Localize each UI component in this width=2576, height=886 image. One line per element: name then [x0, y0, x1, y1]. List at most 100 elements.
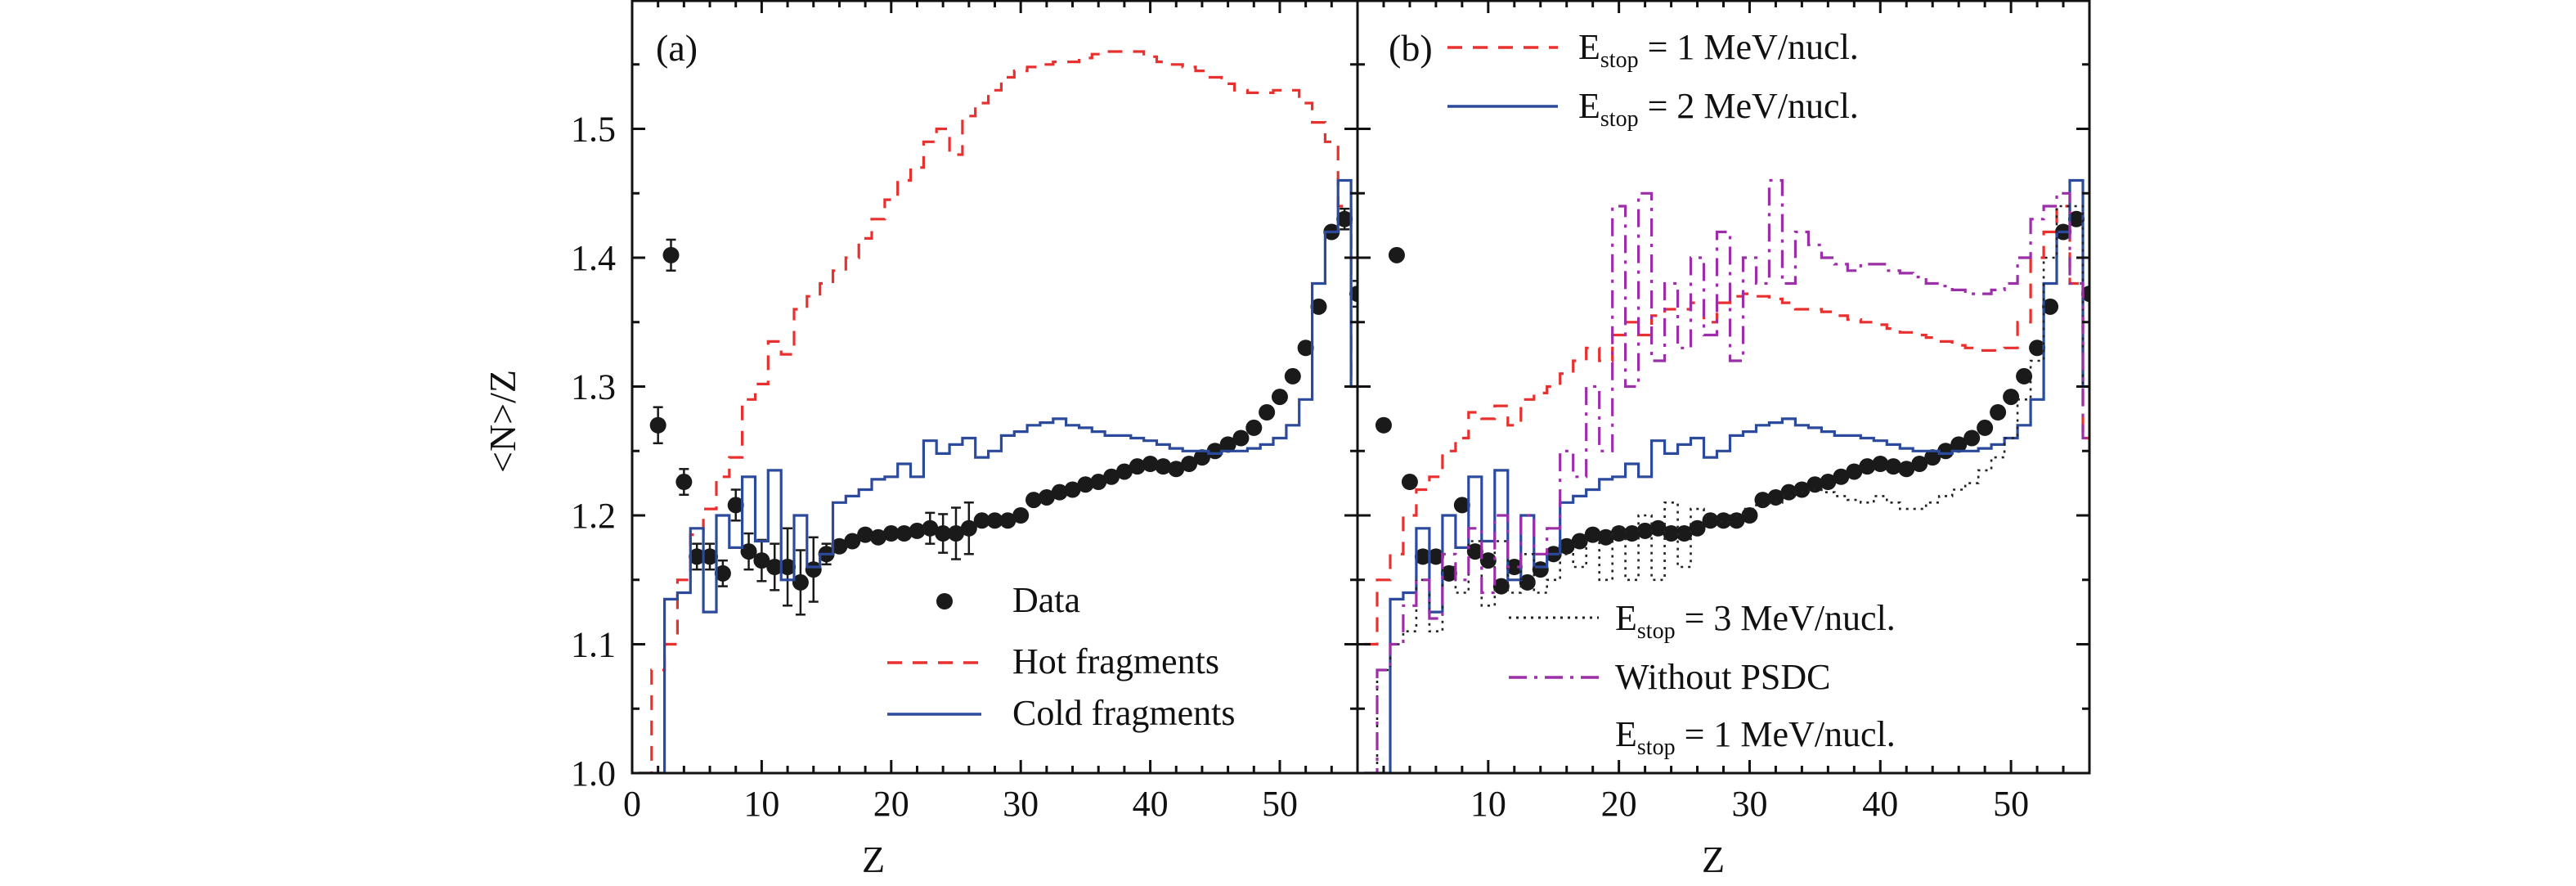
data-point	[1872, 456, 1889, 472]
x-tick-label: 20	[873, 784, 909, 824]
data-point	[1898, 461, 1915, 478]
x-tick-label: 50	[1993, 784, 2029, 824]
data-point	[1168, 461, 1185, 478]
data-point	[1859, 458, 1876, 475]
data-point	[1767, 488, 1784, 506]
data-point	[1963, 430, 1981, 447]
data-point	[1375, 416, 1392, 434]
data-point	[1663, 525, 1680, 542]
panel-label-a: (a)	[656, 27, 698, 69]
x-axis-label-b: Z	[1702, 839, 1725, 880]
y-tick-label: 1.3	[571, 367, 616, 407]
legend-a-cold-label: Cold fragments	[1012, 693, 1236, 733]
data-point	[2068, 210, 2085, 227]
data-point	[792, 573, 809, 591]
data-point	[909, 522, 926, 539]
data-point	[1206, 443, 1223, 460]
data-point	[1142, 456, 1159, 472]
data-point	[2003, 389, 2020, 406]
legend-b-e2-label: Estop = 2 MeV/nucl.	[1578, 86, 1859, 132]
legend-b-e3-label: Estop = 3 MeV/nucl.	[1615, 598, 1896, 644]
data-point	[882, 525, 900, 542]
data-point	[1012, 507, 1030, 524]
y-tick-label: 1.2	[571, 496, 616, 536]
data-point	[1297, 340, 1314, 357]
data-point	[973, 512, 990, 529]
data-point	[1129, 458, 1146, 475]
plot-area-0	[638, 50, 1358, 773]
data-point	[1754, 492, 1771, 509]
x-tick-label: 30	[1003, 784, 1039, 824]
data-point	[947, 525, 964, 542]
data-point	[779, 559, 797, 575]
y-tick-label: 1.4	[571, 238, 616, 278]
data-point	[1414, 548, 1431, 565]
data-point	[1090, 474, 1107, 491]
data-point	[844, 533, 861, 550]
data-point	[2016, 367, 2033, 385]
data-point	[1519, 573, 1536, 591]
data-point	[831, 537, 848, 555]
data-point	[727, 497, 744, 514]
data-point	[1401, 474, 1418, 491]
data-point	[1990, 404, 2007, 421]
data-point	[689, 548, 706, 565]
data-point	[662, 246, 680, 263]
data-point	[1911, 456, 1928, 472]
x-tick-label: 30	[1731, 784, 1767, 824]
data-point	[1259, 404, 1276, 421]
data-point	[1728, 512, 1745, 529]
data-point	[895, 525, 913, 542]
legend-b-psdc-label-line2: Estop = 1 MeV/nucl.	[1615, 714, 1896, 760]
data-point	[1977, 419, 1994, 436]
data-point	[1025, 492, 1043, 509]
legend-b: Estop = 1 MeV/nucl. Estop = 2 MeV/nucl. …	[1447, 27, 1896, 760]
data-point	[1806, 476, 1824, 493]
y-tick-label: 1.5	[571, 110, 616, 150]
legend-a-hot-label: Hot fragments	[1012, 641, 1219, 681]
x-tick-label: 40	[1133, 784, 1169, 824]
data-point	[999, 512, 1016, 529]
data-point	[714, 564, 731, 582]
data-point	[1532, 561, 1549, 578]
data-point	[702, 548, 719, 565]
data-point	[1950, 436, 1968, 453]
data-point	[740, 543, 757, 560]
data-point	[857, 526, 874, 543]
data-point	[1077, 476, 1094, 493]
data-point	[935, 525, 952, 542]
x-tick-label: 10	[743, 784, 779, 824]
data-point	[1181, 456, 1198, 472]
series-line-1	[638, 50, 1358, 773]
data-point	[1336, 210, 1353, 227]
data-point	[1103, 468, 1120, 485]
y-axis-label: <N>/Z	[482, 370, 523, 473]
data-point	[1689, 519, 1706, 537]
x-axis-label-a: Z	[862, 839, 885, 880]
data-point	[1479, 552, 1497, 569]
data-point	[649, 416, 666, 434]
data-point	[1820, 474, 1837, 491]
data-point	[766, 559, 783, 575]
data-point	[1051, 483, 1068, 501]
data-point	[2042, 298, 2059, 315]
data-point	[1676, 525, 1693, 542]
data-point	[1636, 522, 1654, 539]
data-point	[1571, 533, 1588, 550]
data-point	[675, 474, 693, 491]
data-point	[2029, 340, 2046, 357]
data-point	[986, 512, 1003, 529]
series-line-2	[638, 178, 1358, 773]
data-point	[1155, 458, 1172, 475]
x-tick-label: 0	[623, 784, 641, 824]
x-tick-label: 20	[1601, 784, 1637, 824]
data-point	[1310, 298, 1327, 315]
panel-b: 10 20 30 40 50	[1356, 0, 2091, 824]
data-point	[805, 561, 822, 578]
data-point	[1466, 543, 1483, 560]
legend-b-e1-label: Estop = 1 MeV/nucl.	[1578, 27, 1859, 73]
data-point	[753, 552, 770, 569]
y-tick-label: 1.1	[571, 625, 616, 665]
data-point	[1245, 419, 1263, 436]
